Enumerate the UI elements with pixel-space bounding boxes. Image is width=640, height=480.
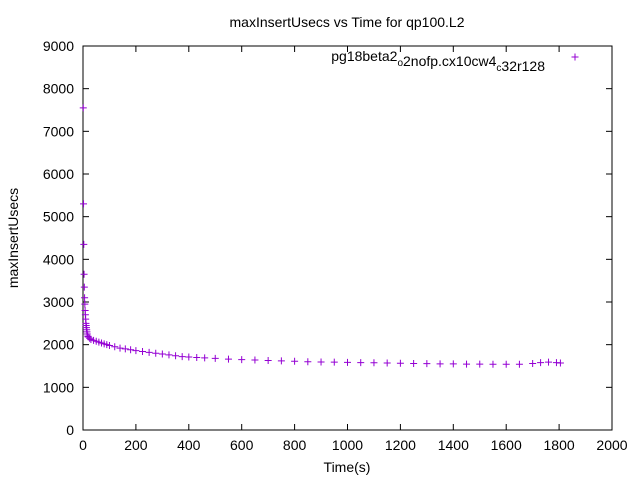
legend-label-part: 32r128 [501,58,545,74]
data-point [515,360,523,368]
data-point [80,270,88,278]
x-tick-label: 1000 [332,437,363,453]
x-tick-label: 2000 [596,437,627,453]
x-tick-label: 600 [230,437,254,453]
data-point [476,360,484,368]
data-point [330,358,338,366]
y-tick-label: 3000 [43,294,74,310]
legend: pg18beta2o2nofp.cx10cw4c32r128 [331,48,579,74]
data-point [80,240,88,248]
data-series [79,104,564,368]
x-tick-label: 1600 [491,437,522,453]
data-point [537,359,545,367]
y-tick-label: 7000 [43,123,74,139]
x-axis: 0 200 400 600 800 1000 1200 1400 1600 1800 2000 [79,46,628,453]
y-tick-label: 5000 [43,209,74,225]
x-tick-label: 1800 [544,437,575,453]
data-point [111,343,119,351]
chart-title: maxInsertUsecs vs Time for qp100.L2 [230,14,465,30]
data-point [224,355,232,363]
x-tick-label: 0 [79,437,87,453]
data-point [158,350,166,358]
data-point [545,358,553,366]
data-point [357,359,365,367]
y-tick-label: 0 [66,422,74,438]
data-point [344,358,351,366]
legend-marker [571,53,579,61]
data-point [370,359,378,367]
data-point [423,360,431,368]
data-point [81,294,89,302]
x-tick-label: 400 [177,437,201,453]
data-point [529,359,537,367]
legend-label: pg18beta2o2nofp.cx10cw4c32r128 [331,48,545,74]
legend-label-part: pg18beta2 [331,48,397,64]
data-point [436,360,444,368]
data-point [251,356,259,364]
y-axis-label: maxInsertUsecs [5,188,21,288]
data-point [383,359,391,367]
data-point [152,349,160,357]
data-point [304,358,312,366]
data-point [172,352,180,360]
data-point [277,357,285,365]
data-point [185,353,193,361]
data-point [132,347,140,355]
data-point [121,345,129,353]
data-point [211,354,219,362]
data-point [201,354,209,362]
data-point [449,360,457,368]
x-tick-label: 800 [283,437,307,453]
data-point [556,359,564,367]
data-point [127,346,135,354]
x-axis-label: Time(s) [324,459,371,475]
data-point [502,360,510,368]
data-point [317,358,325,366]
y-tick-label: 8000 [43,81,74,97]
x-tick-label: 1400 [438,437,469,453]
data-point [105,342,113,350]
y-tick-label: 4000 [43,251,74,267]
data-point [165,351,173,359]
data-point [178,353,186,361]
data-point [86,334,94,342]
data-point [264,356,272,364]
y-tick-label: 2000 [43,337,74,353]
y-tick-label: 9000 [43,38,74,54]
data-point [291,357,299,365]
data-point [80,200,88,208]
data-point [410,359,418,367]
data-point [238,356,246,364]
data-point [80,283,88,291]
data-point [116,344,124,352]
y-tick-label: 1000 [43,379,74,395]
x-tick-label: 1200 [385,437,416,453]
y-tick-label: 6000 [43,166,74,182]
legend-label-part: c [496,63,501,74]
data-point [463,360,471,368]
data-point [81,300,89,308]
plot-frame [82,45,613,431]
data-point [79,104,87,112]
data-point [193,353,201,361]
x-tick-label: 200 [124,437,148,453]
legend-label-part: 2nofp.cx10cw4 [403,53,497,69]
data-point [489,360,497,368]
data-point [396,359,404,367]
data-point [139,347,147,355]
y-axis: 0 1000 2000 3000 4000 5000 6000 7000 8000 9000 [43,38,612,438]
legend-label-part: o [397,58,403,69]
data-point [145,348,153,356]
